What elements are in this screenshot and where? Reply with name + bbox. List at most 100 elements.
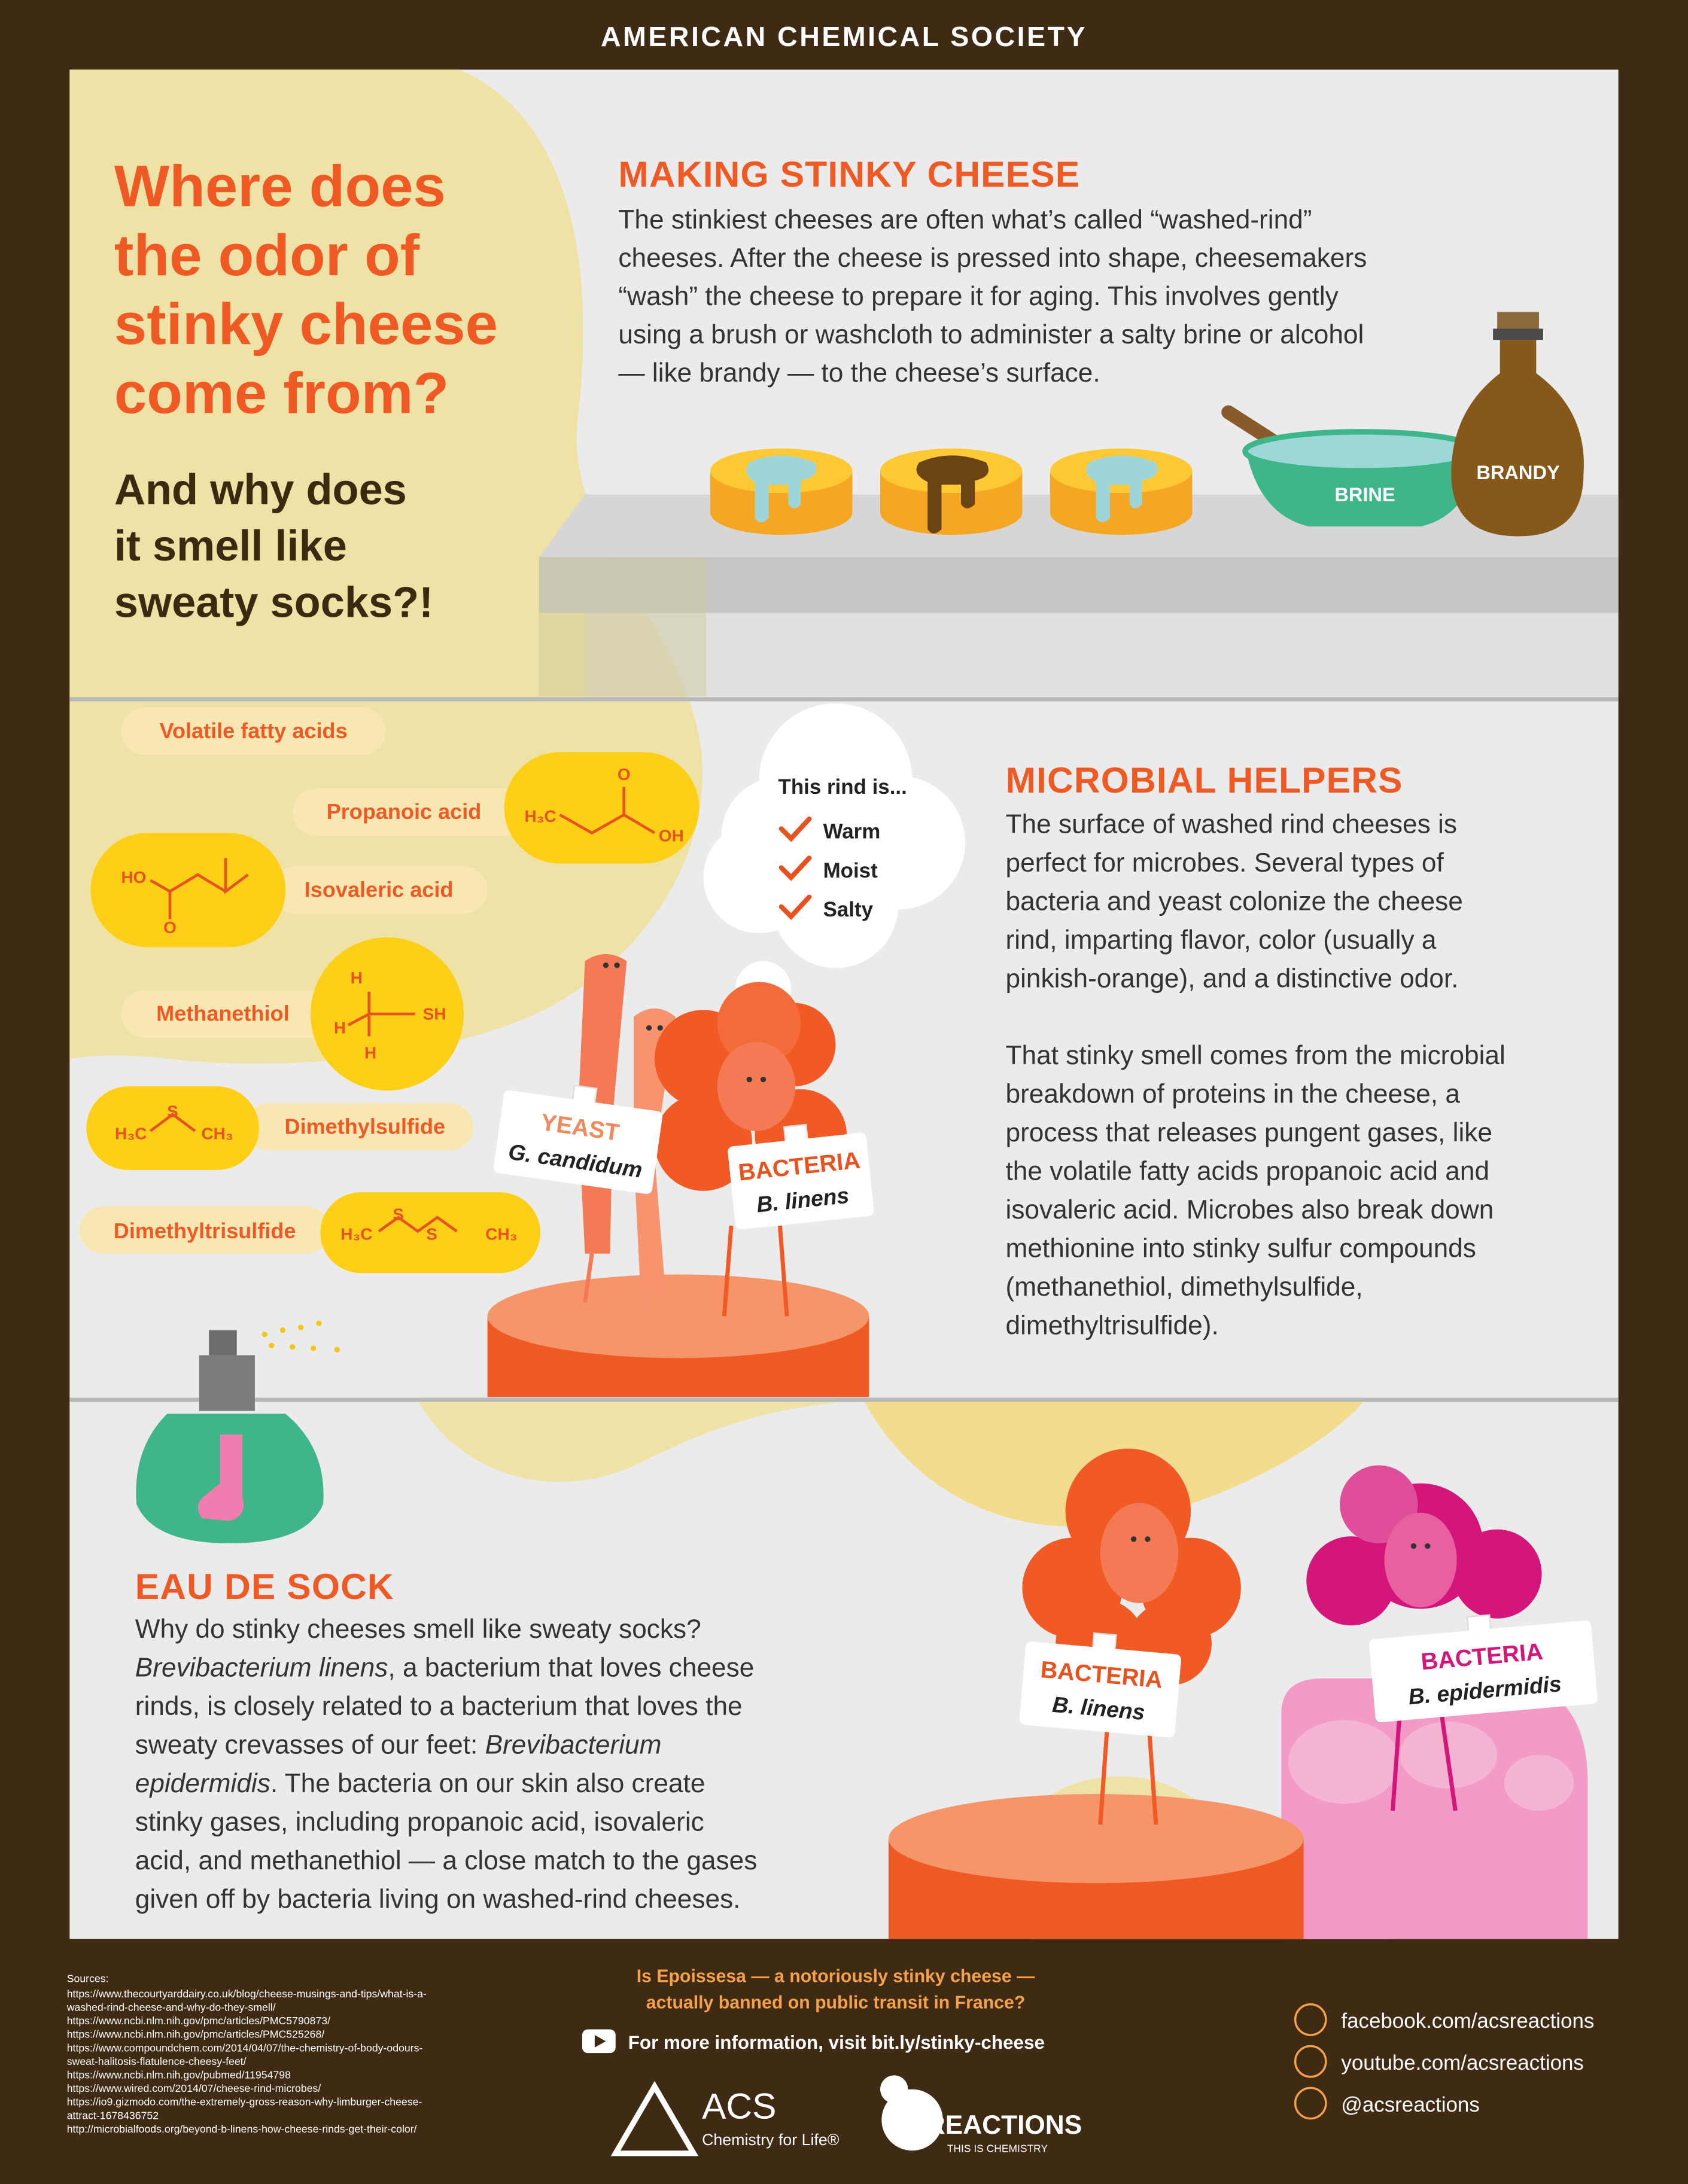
compound-name: Isovaleric acid <box>305 878 454 902</box>
body-line: The stinkiest cheeses are often what’s c… <box>618 205 1312 234</box>
acs-tagline: Chemistry for Life® <box>702 2131 840 2149</box>
body-line: acid, and methanethiol — a close match t… <box>135 1846 758 1875</box>
atom: OH <box>659 826 684 845</box>
body-line: epidermidis. The bacteria on our skin al… <box>135 1769 705 1798</box>
text-run: Why do stinky cheeses smell like sweaty … <box>135 1615 701 1644</box>
text-run: . The bacteria on our skin also create <box>270 1769 705 1798</box>
subtitle-line: sweaty socks?! <box>114 578 433 626</box>
body-line: given off by bacteria living on washed-r… <box>135 1885 741 1914</box>
body-line: (methanethiol, dimethylsulfide, <box>1005 1272 1362 1302</box>
subtitle-line: And why does <box>114 466 407 514</box>
question-line: Is Epoissesa — a notoriously stinky chee… <box>637 1966 1035 1986</box>
cheeses <box>710 448 1193 535</box>
body-line: That stinky smell comes from the microbi… <box>1005 1041 1505 1070</box>
compound-name: Propanoic acid <box>327 799 482 824</box>
spray-bottle <box>136 1320 340 1543</box>
source-line: https://io9.gizmodo.com/the-extremely-gr… <box>67 2096 422 2108</box>
shelf-overlap <box>539 557 707 697</box>
compound-group: Volatile fatty acids <box>160 718 348 743</box>
atom: HO <box>121 868 147 887</box>
atom: H <box>351 968 363 987</box>
social-link: facebook.com/acsreactions <box>1341 2009 1594 2033</box>
source-line: https://www.ncbi.nlm.nih.gov/pmc/article… <box>67 2015 330 2027</box>
atom: S <box>167 1102 178 1120</box>
body-line: Brevibacterium linens, a bacterium that … <box>135 1653 755 1683</box>
bubble-item: Salty <box>823 898 874 921</box>
body-line: rinds, is closely related to a bacterium… <box>135 1692 743 1721</box>
text-run: epidermidis <box>135 1769 270 1798</box>
social-link: @acsreactions <box>1341 2093 1479 2116</box>
body-line: Why do stinky cheeses smell like sweaty … <box>135 1615 701 1644</box>
text-run: rinds, is closely related to a bacterium… <box>135 1692 743 1721</box>
body-line: stinky gases, including propanoic acid, … <box>135 1808 704 1837</box>
compound-name: Dimethylsulfide <box>285 1114 446 1138</box>
sign-board <box>728 1132 874 1230</box>
body-line: cheeses. After the cheese is pressed int… <box>618 243 1367 273</box>
bubble-item: Moist <box>823 859 878 882</box>
check-icon <box>778 894 812 920</box>
atom: S <box>426 1224 437 1243</box>
bubble-title: This rind is... <box>778 775 907 799</box>
text-run: given off by bacteria living on washed-r… <box>135 1885 741 1914</box>
body-line: using a brush or washcloth to administer… <box>618 320 1364 349</box>
atom: H₃C <box>524 807 556 826</box>
text-run: sweaty crevasses of our feet: <box>135 1731 485 1760</box>
footer-icons <box>582 2003 1327 2156</box>
sources-heading: Sources: <box>67 1972 109 1984</box>
body-line: — like brandy — to the cheese’s surface. <box>618 358 1100 388</box>
text-run: , a bacterium that loves cheese <box>388 1653 754 1683</box>
atom: O <box>163 918 177 937</box>
source-line: https://www.ncbi.nlm.nih.gov/pubmed/1195… <box>67 2069 291 2081</box>
body-line: sweaty crevasses of our feet: Brevibacte… <box>135 1731 662 1760</box>
atom: H <box>334 1019 346 1037</box>
atom: H <box>364 1044 376 1062</box>
text-run: Brevibacterium <box>485 1731 662 1760</box>
title-line: stinky cheese <box>114 291 498 357</box>
brine-label: BRINE <box>1334 483 1395 505</box>
check-icon <box>778 817 812 842</box>
source-line: https://www.compoundchem.com/2014/04/07/… <box>67 2042 423 2054</box>
sign-board <box>1369 1621 1598 1723</box>
source-line: https://www.ncbi.nlm.nih.gov/pmc/article… <box>67 2028 325 2040</box>
compound-name: Methanethiol <box>156 1001 289 1026</box>
body-line: methionine into stinky sulfur compounds <box>1005 1233 1476 1263</box>
bottom-stage <box>888 1448 1588 1939</box>
body-line: pinkish-orange), and a distinctive odor. <box>1005 964 1458 993</box>
acs-name: ACS <box>702 2086 776 2127</box>
source-line: http://microbialfoods.org/beyond-b-linen… <box>67 2123 417 2135</box>
bottle: BRANDY <box>1451 312 1584 537</box>
title-line: come from? <box>114 360 449 425</box>
question-line: actually banned on public transit in Fra… <box>646 1993 1026 2013</box>
body-line: perfect for microbes. Several types of <box>1005 848 1444 878</box>
compounds: Volatile fatty acids Propanoic acid H₃C … <box>79 707 699 1274</box>
body-line: “wash” the cheese to prepare it for agin… <box>618 282 1339 311</box>
section-heading: MAKING STINKY CHEESE <box>618 154 1080 194</box>
text-run: stinky gases, including propanoic acid, … <box>135 1808 704 1837</box>
title-line: Where does <box>114 153 446 219</box>
source-line: attract-1678436752 <box>67 2109 159 2121</box>
header: AMERICAN CHEMICAL SOCIETY <box>601 21 1087 52</box>
atom: O <box>618 765 631 784</box>
bowl: BRINE <box>1221 405 1482 527</box>
source-line: washed-rind-cheese-and-why-do-they-smell… <box>66 2002 276 2014</box>
body-line: bacteria and yeast colonize the cheese <box>1005 887 1462 916</box>
compound-name: Dimethyltrisulfide <box>114 1219 296 1243</box>
reactions-tagline: THIS IS CHEMISTRY <box>947 2142 1048 2154</box>
sign-board <box>1019 1641 1181 1738</box>
body-line: dimethyltrisulfide). <box>1005 1311 1218 1340</box>
section-heading: EAU DE SOCK <box>135 1566 394 1607</box>
atom: CH₃ <box>201 1125 233 1143</box>
title-line: the odor of <box>114 222 420 288</box>
check-icon <box>778 855 812 881</box>
source-line: https://www.wired.com/2014/07/cheese-rin… <box>67 2082 321 2094</box>
body-line: breakdown of proteins in the cheese, a <box>1005 1079 1460 1108</box>
bubble-item: Warm <box>823 820 881 843</box>
source-line: sweat-halitosis-flatulence-cheesy-feet/ <box>67 2055 247 2067</box>
atom: SH <box>423 1004 446 1023</box>
blob <box>418 1400 864 1482</box>
